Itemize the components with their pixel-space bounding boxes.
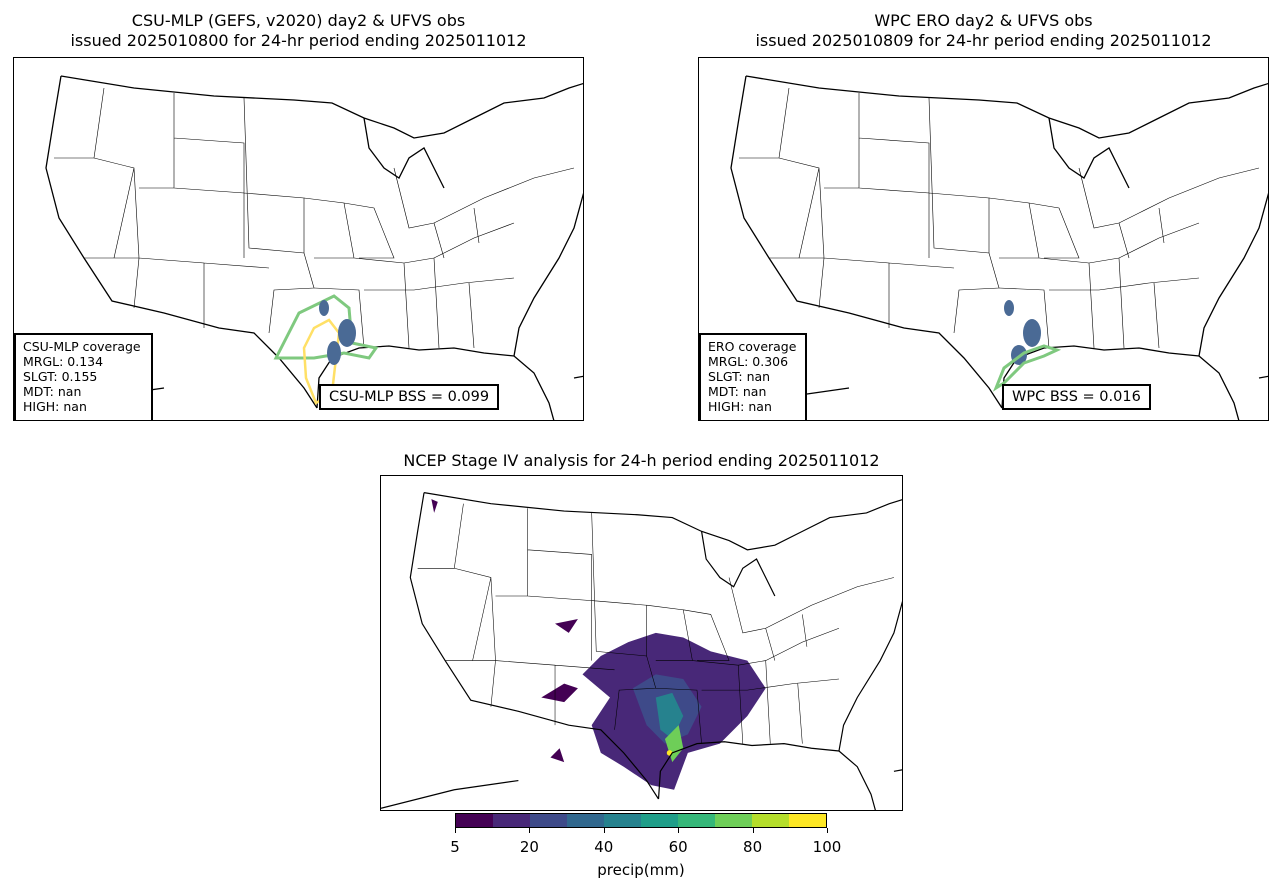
panel2-title: WPC ERO day2 & UFVS obs issued 202501080… [698, 11, 1269, 51]
colorbar-tick-mark [603, 828, 605, 833]
colorbar-bin [604, 814, 641, 827]
precip-field [431, 499, 766, 790]
colorbar-tick-mark [529, 828, 531, 833]
legend-line: HIGH: nan [23, 399, 87, 414]
legend-line: MRGL: 0.306 [708, 354, 789, 369]
us-basemap [14, 58, 584, 421]
coverage-legend: CSU-MLP coverage MRGL: 0.134 SLGT: 0.155… [14, 333, 153, 420]
slgt-contour [302, 318, 341, 405]
bss-box: CSU-MLP BSS = 0.099 [319, 384, 500, 410]
colorbar-bin [678, 814, 715, 827]
legend-line: MDT: nan [23, 384, 82, 399]
colorbar [455, 813, 827, 828]
legend-line: CSU-MLP coverage [23, 339, 141, 354]
legend-line: ERO coverage [708, 339, 797, 354]
colorbar-tick-mark [678, 828, 680, 833]
panel1-title-line2: issued 2025010800 for 24-hr period endin… [70, 31, 527, 50]
us-basemap [699, 58, 1269, 421]
colorbar-bin [567, 814, 604, 827]
colorbar-bin [641, 814, 678, 827]
csu-mlp-map: CSU-MLP coverage MRGL: 0.134 SLGT: 0.155… [13, 57, 584, 421]
colorbar-bin [456, 814, 493, 827]
colorbar-tick-label: 20 [519, 838, 539, 856]
panel1-title: CSU-MLP (GEFS, v2020) day2 & UFVS obs is… [13, 11, 584, 51]
colorbar-tick-mark [827, 828, 828, 833]
mrgl-contour [992, 344, 1062, 392]
stage-iv-map [380, 475, 903, 811]
panel2-title-line2: issued 2025010809 for 24-hr period endin… [755, 31, 1212, 50]
colorbar-bin [715, 814, 752, 827]
colorbar-tick-mark [752, 828, 754, 833]
legend-line: HIGH: nan [708, 399, 772, 414]
legend-line: MDT: nan [708, 384, 767, 399]
legend-line: SLGT: nan [708, 369, 771, 384]
panel3-title: NCEP Stage IV analysis for 24-h period e… [403, 451, 880, 470]
panel2-title-line1: WPC ERO day2 & UFVS obs [874, 11, 1093, 30]
colorbar-tick-label: 5 [450, 838, 460, 856]
bss-box: WPC BSS = 0.016 [1002, 384, 1151, 410]
colorbar-tick-mark [455, 828, 456, 833]
colorbar-bin [530, 814, 567, 827]
colorbar-label: precip(mm) [597, 861, 685, 879]
obs-areas [319, 300, 356, 365]
colorbar-tick-label: 80 [743, 838, 763, 856]
colorbar-tick-label: 60 [668, 838, 688, 856]
colorbar-tick-label: 100 [812, 838, 842, 856]
colorbar-bin [752, 814, 789, 827]
us-basemap [381, 476, 903, 811]
wpc-ero-map: ERO coverage MRGL: 0.306 SLGT: nan MDT: … [698, 57, 1269, 421]
coverage-legend: ERO coverage MRGL: 0.306 SLGT: nan MDT: … [699, 333, 807, 420]
legend-line: MRGL: 0.134 [23, 354, 104, 369]
colorbar-bin [493, 814, 530, 827]
legend-line: SLGT: 0.155 [23, 369, 98, 384]
panel1-title-line1: CSU-MLP (GEFS, v2020) day2 & UFVS obs [131, 11, 466, 30]
colorbar-bin [789, 814, 826, 827]
colorbar-tick-label: 40 [594, 838, 614, 856]
